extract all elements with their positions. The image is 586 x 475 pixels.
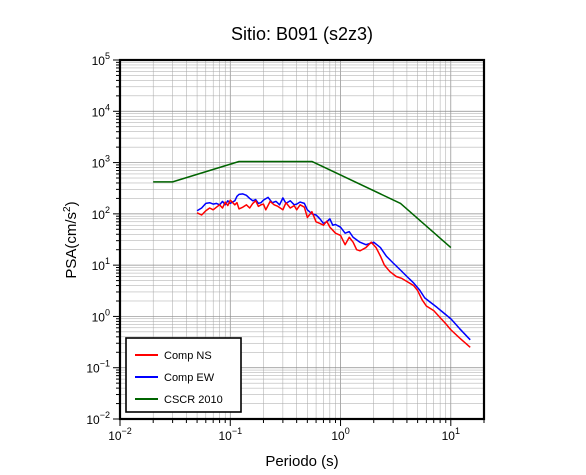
y-tick-label-base: 10 [92, 157, 106, 171]
y-tick-label-2: 100 [92, 307, 110, 324]
x-tick-label-base: 10 [108, 429, 122, 443]
y-axis-label-main: PSA(cm/s [63, 212, 80, 279]
x-tick-label-2: 100 [331, 426, 349, 443]
x-tick-label-base: 10 [442, 429, 456, 443]
series-line-cscr-2010 [153, 160, 452, 249]
y-tick-label-exp: 2 [105, 205, 110, 215]
y-tick-label-0: 10−2 [86, 410, 110, 427]
y-tick-label-exp: 5 [105, 51, 110, 61]
x-tick-label-exp: −2 [122, 426, 132, 436]
y-tick-label-exp: −2 [100, 410, 110, 420]
y-tick-label-base: 10 [92, 54, 106, 68]
y-tick-label-base: 10 [86, 413, 100, 427]
chart-title: Sitio: B091 (s2z3) [231, 24, 373, 44]
y-axis-label-superscript: 2 [62, 206, 73, 212]
y-tick-label-exp: −1 [100, 359, 110, 369]
x-tick-label-base: 10 [218, 429, 232, 443]
x-tick-label-exp: 0 [345, 426, 350, 436]
x-axis-label: Periodo (s) [265, 453, 338, 470]
y-axis-label: PSA(cm/s2) [62, 201, 80, 278]
y-tick-label-base: 10 [92, 310, 106, 324]
x-tick-label-base: 10 [331, 429, 345, 443]
y-tick-label-6: 104 [92, 102, 110, 119]
series-layer [153, 160, 471, 348]
x-tick-label-1: 10−1 [218, 426, 242, 443]
x-tick-label-exp: −1 [232, 426, 242, 436]
plot-frame [118, 58, 486, 421]
y-tick-label-base: 10 [92, 259, 106, 273]
grid [119, 59, 485, 420]
y-tick-label-4: 102 [92, 205, 110, 222]
y-tick-label-3: 101 [92, 256, 110, 273]
legend-label-comp-ns: Comp NS [164, 350, 212, 362]
y-tick-label-exp: 4 [105, 102, 110, 112]
y-tick-label-1: 10−1 [86, 359, 110, 376]
y-tick-label-exp: 3 [105, 154, 110, 164]
y-tick-label-exp: 1 [105, 256, 110, 266]
y-axis-label-close: ) [63, 201, 80, 206]
y-tick-label-5: 103 [92, 154, 110, 171]
x-tick-label-exp: 1 [455, 426, 460, 436]
x-tick-label-3: 101 [442, 426, 460, 443]
series-line-comp-ew [196, 193, 471, 341]
y-tick-label-7: 105 [92, 51, 110, 68]
y-tick-label-base: 10 [92, 105, 106, 119]
y-tick-label-exp: 0 [105, 307, 110, 317]
y-tick-label-base: 10 [86, 362, 100, 376]
legend-label-cscr-2010: CSCR 2010 [164, 394, 223, 406]
legend: Comp NS Comp EW CSCR 2010 [125, 337, 242, 413]
legend-label-comp-ew: Comp EW [164, 372, 215, 384]
x-tick-labels: 10−2 10−1 100 101 [108, 426, 460, 443]
series-line-comp-ns [196, 199, 471, 348]
axis-ticks [113, 59, 485, 426]
y-tick-label-base: 10 [92, 208, 106, 222]
x-tick-label-0: 10−2 [108, 426, 132, 443]
